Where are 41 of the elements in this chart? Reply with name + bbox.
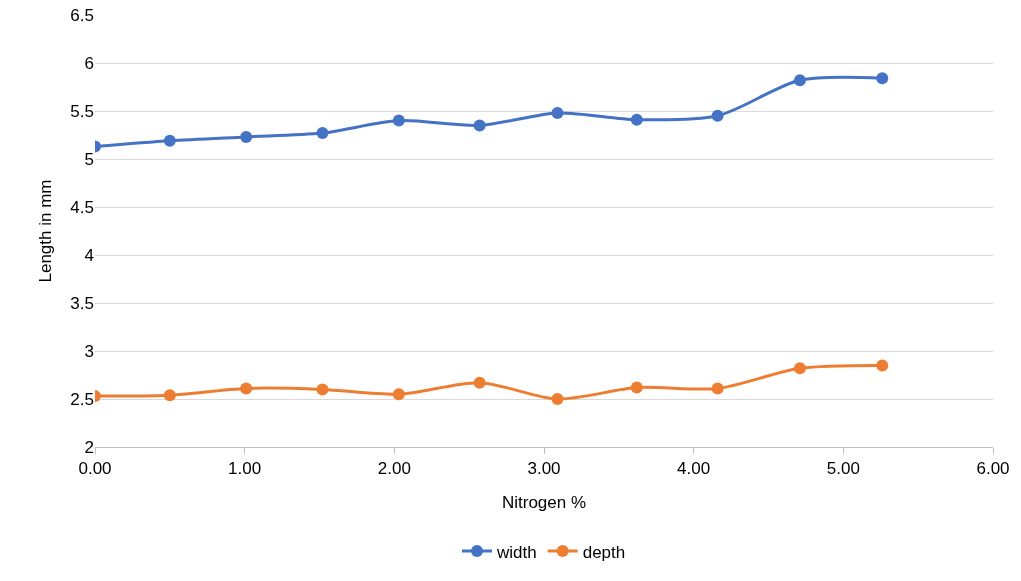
point bbox=[392, 114, 405, 127]
point bbox=[163, 389, 176, 402]
x-tick-label: 0.00 bbox=[78, 459, 112, 479]
y-tick-label: 2 bbox=[84, 437, 94, 457]
point bbox=[240, 130, 253, 143]
point bbox=[551, 393, 564, 405]
x-tick-label: 2.00 bbox=[377, 459, 411, 479]
y-tick-label: 3 bbox=[84, 341, 94, 361]
legend-label: width bbox=[496, 542, 537, 562]
y-tick-label: 6 bbox=[84, 53, 94, 73]
point bbox=[316, 127, 329, 140]
point bbox=[711, 109, 724, 122]
point bbox=[793, 74, 806, 87]
point bbox=[240, 382, 253, 395]
point bbox=[392, 388, 405, 401]
y-tick-label: 6.5 bbox=[70, 5, 94, 25]
point bbox=[316, 383, 329, 396]
point bbox=[793, 362, 806, 375]
x-tick-label: 5.00 bbox=[826, 459, 860, 479]
x-tick-label: 1.00 bbox=[228, 459, 262, 479]
point bbox=[630, 381, 643, 394]
legend-label: depth bbox=[582, 542, 626, 562]
x-tick-label: 6.00 bbox=[976, 459, 1010, 479]
y-tick-label: 4.5 bbox=[70, 197, 94, 217]
y-axis-title: Length in mm bbox=[36, 179, 55, 283]
y-tick-label: 3.5 bbox=[70, 293, 94, 313]
x-tick-label: 3.00 bbox=[527, 459, 561, 479]
point bbox=[876, 72, 889, 85]
point bbox=[473, 376, 486, 389]
x-axis-title: Nitrogen % bbox=[501, 493, 587, 512]
y-tick-label: 4 bbox=[84, 245, 94, 265]
y-tick-label: 5.5 bbox=[70, 101, 94, 121]
y-tick-label: 5 bbox=[84, 149, 94, 169]
point bbox=[711, 382, 724, 395]
point bbox=[876, 359, 889, 372]
point bbox=[551, 106, 564, 119]
y-tick-label: 2.5 bbox=[70, 389, 94, 409]
point bbox=[630, 113, 643, 126]
point bbox=[473, 119, 486, 132]
point bbox=[163, 134, 176, 147]
x-tick-label: 4.00 bbox=[677, 459, 711, 479]
